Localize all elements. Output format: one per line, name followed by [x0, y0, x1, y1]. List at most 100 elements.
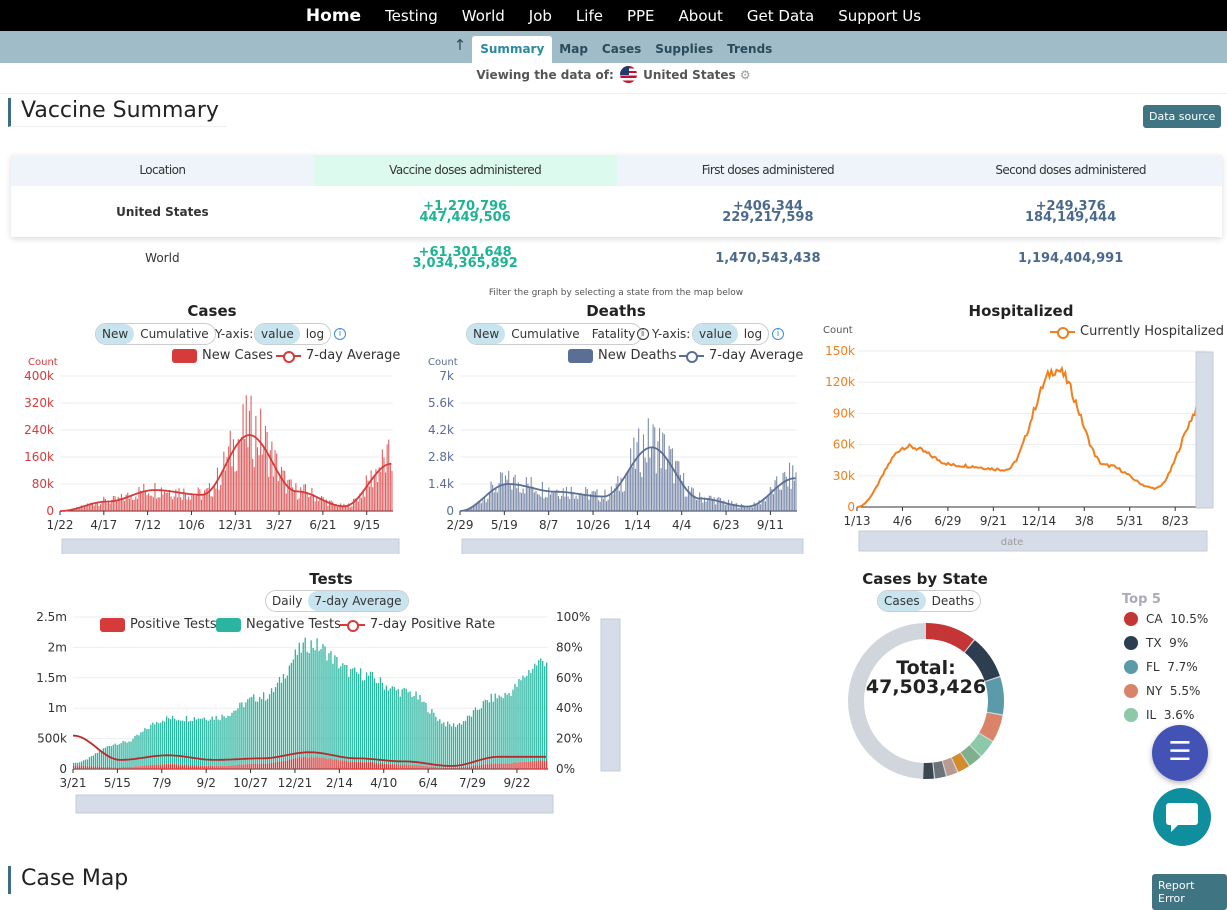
bar: [166, 493, 167, 511]
bar: [675, 461, 676, 511]
bar-negative: [168, 718, 169, 764]
bar-positive: [176, 764, 177, 769]
deaths-cumulative-toggle[interactable]: Cumulative: [505, 324, 586, 344]
bar: [342, 507, 343, 511]
bar-positive: [475, 765, 476, 769]
bar-negative: [281, 683, 282, 762]
deaths-fatality-toggle[interactable]: Fatality: [586, 324, 642, 344]
gear-icon[interactable]: ⚙: [740, 68, 751, 82]
bar-positive: [534, 761, 535, 769]
bar-positive: [166, 764, 167, 769]
nav-ppe[interactable]: PPE: [627, 7, 655, 25]
bar-negative: [504, 693, 505, 763]
chat-fab-button[interactable]: [1153, 788, 1211, 846]
cases-value-toggle[interactable]: value: [255, 324, 300, 344]
subnav-cases[interactable]: Cases: [595, 42, 648, 63]
bar-positive: [508, 763, 509, 769]
state-donut-chart[interactable]: [840, 615, 1012, 787]
bar-negative: [483, 701, 484, 764]
top5-item-il[interactable]: IL 3.6%: [1124, 708, 1194, 722]
bar-positive: [275, 762, 276, 769]
bar: [754, 502, 755, 511]
header-doses[interactable]: Vaccine doses administered: [314, 155, 617, 186]
bar-positive: [126, 767, 127, 769]
data-source-button[interactable]: Data source: [1143, 105, 1221, 128]
deaths-new-toggle[interactable]: New: [467, 324, 505, 344]
top5-item-fl[interactable]: FL 7.7%: [1124, 660, 1198, 674]
bar-positive: [501, 764, 502, 769]
bar-negative: [103, 748, 104, 766]
deaths-value-toggle[interactable]: value: [693, 324, 738, 344]
bar: [494, 492, 495, 511]
cases-log-toggle[interactable]: log: [300, 324, 330, 344]
bar-negative: [538, 660, 539, 760]
x-tick-label: 12/21: [278, 776, 313, 790]
bar-negative: [190, 721, 191, 765]
top5-item-ny[interactable]: NY 5.5%: [1124, 684, 1200, 698]
second-total: 184,149,444: [1025, 212, 1116, 223]
bar: [265, 426, 266, 511]
bar: [127, 493, 128, 511]
menu-fab-button[interactable]: ☰: [1152, 725, 1208, 781]
bar: [569, 499, 570, 511]
nav-world[interactable]: World: [462, 7, 505, 25]
bar: [210, 496, 211, 511]
info-icon[interactable]: i: [637, 328, 649, 340]
bar-negative: [87, 759, 88, 766]
cases-cumulative-toggle[interactable]: Cumulative: [134, 324, 215, 344]
bar-negative: [91, 756, 92, 766]
nav-home[interactable]: Home: [306, 6, 361, 26]
divider: [0, 93, 1227, 94]
nav-life[interactable]: Life: [576, 7, 603, 25]
bar: [656, 473, 657, 511]
bar-positive: [447, 768, 448, 769]
bar: [390, 464, 391, 511]
bar-negative: [188, 722, 189, 766]
bar: [183, 488, 184, 511]
state-deaths-toggle[interactable]: Deaths: [926, 591, 981, 611]
bar: [638, 428, 639, 511]
subnav-supplies[interactable]: Supplies: [648, 42, 720, 63]
bar-negative: [544, 666, 545, 761]
cases-new-toggle[interactable]: New: [96, 324, 134, 344]
top5-item-tx[interactable]: TX 9%: [1124, 636, 1188, 650]
bar-positive: [417, 765, 418, 769]
deaths-log-toggle[interactable]: log: [738, 324, 768, 344]
report-error-button[interactable]: Report Error: [1152, 874, 1227, 910]
bar: [311, 488, 312, 511]
nav-testing[interactable]: Testing: [385, 7, 438, 25]
subnav-summary[interactable]: Summary: [472, 36, 552, 63]
arrow-up-icon[interactable]: ↑: [448, 36, 473, 63]
x-tick-label: 4/4: [672, 518, 691, 532]
nav-get-data[interactable]: Get Data: [747, 7, 814, 25]
bar: [364, 497, 365, 511]
bar-negative: [101, 751, 102, 767]
bar: [361, 498, 362, 511]
bar-negative: [463, 721, 464, 767]
bar-positive: [111, 767, 112, 769]
bar-positive: [77, 766, 78, 769]
bar: [717, 498, 718, 511]
y-tick-label: 4.2k: [428, 423, 454, 437]
subnav-trends[interactable]: Trends: [720, 42, 779, 63]
y-tick-label: 0: [59, 762, 67, 776]
nav-about[interactable]: About: [679, 7, 723, 25]
info-icon[interactable]: i: [772, 328, 784, 340]
bar-negative: [303, 643, 304, 757]
subnav-map[interactable]: Map: [552, 42, 595, 63]
top5-item-ca[interactable]: CA 10.5%: [1124, 612, 1208, 626]
state-cases-toggle[interactable]: Cases: [878, 591, 926, 611]
nav-job[interactable]: Job: [529, 7, 552, 25]
header-first-doses[interactable]: First doses administered: [617, 155, 920, 186]
header-second-doses[interactable]: Second doses administered: [919, 155, 1222, 186]
x-tick-label: 10/27: [233, 776, 268, 790]
bar: [246, 395, 247, 511]
viewing-country[interactable]: United States: [643, 68, 736, 82]
info-icon[interactable]: i: [334, 328, 346, 340]
nav-support-us[interactable]: Support Us: [838, 7, 921, 25]
bar: [654, 427, 655, 511]
